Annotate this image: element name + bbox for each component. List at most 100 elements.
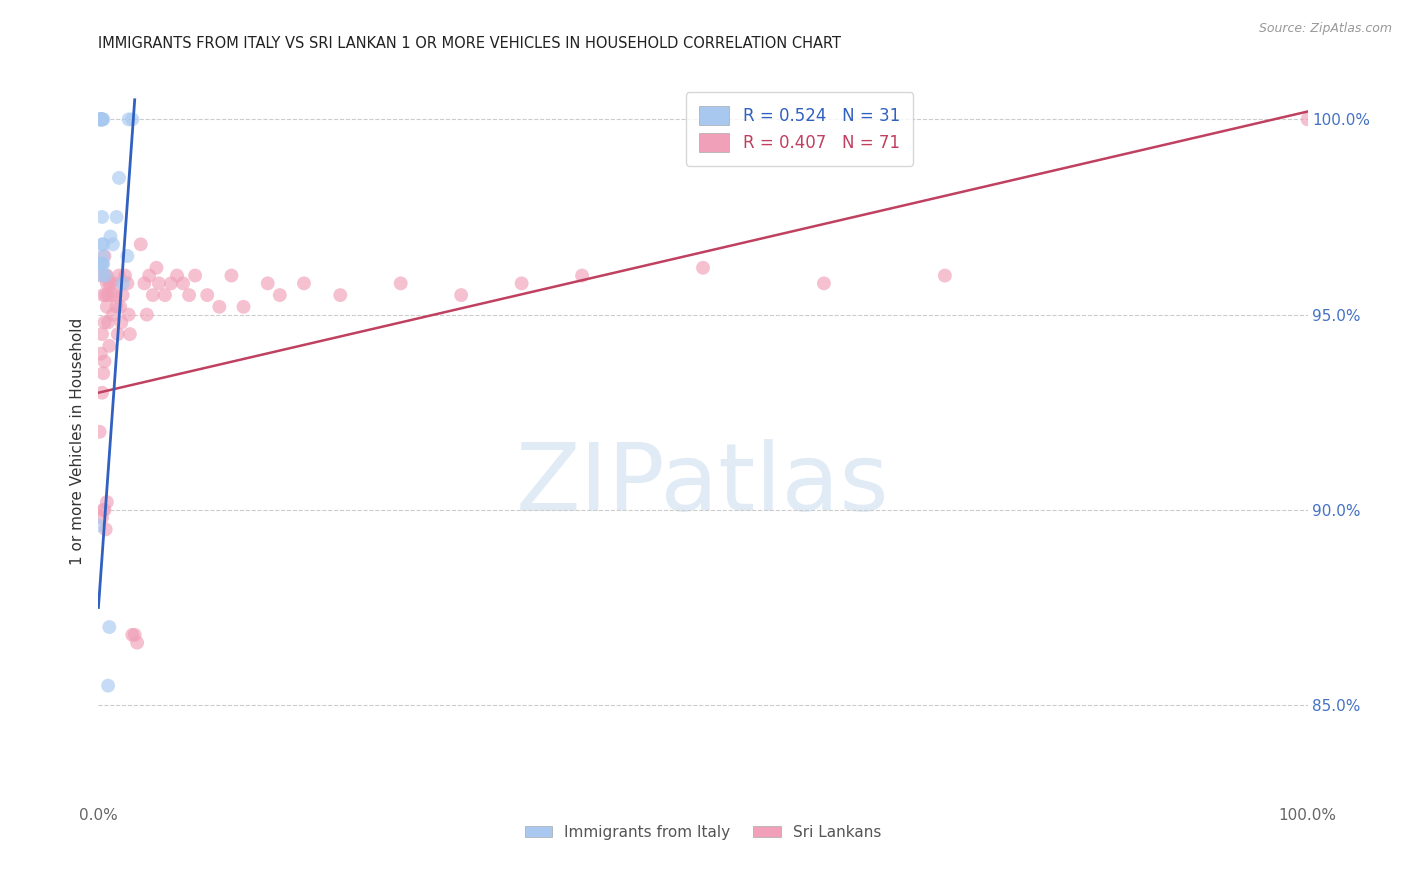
Point [1296, 112, 1319, 127]
Point [98, 339, 121, 353]
Point [94, 288, 117, 302]
Point [108, 170, 131, 185]
Point [91, 249, 114, 263]
Point [91, 257, 114, 271]
Point [692, 260, 714, 275]
Point [91, 366, 114, 380]
Point [117, 277, 139, 291]
Point [91, 237, 114, 252]
Point [90, 112, 112, 127]
Point [127, 635, 149, 649]
Point [90, 257, 112, 271]
Point [87, 518, 110, 533]
Point [510, 277, 533, 291]
Point [93, 249, 115, 263]
Point [108, 268, 131, 283]
Point [90, 268, 112, 283]
Text: ZIPatlas: ZIPatlas [516, 439, 890, 531]
Point [101, 237, 124, 252]
Point [450, 288, 472, 302]
Point [96, 277, 118, 291]
Point [114, 268, 136, 283]
Point [195, 288, 218, 302]
Legend: Immigrants from Italy, Sri Lankans: Immigrants from Italy, Sri Lankans [519, 819, 887, 846]
Point [98, 277, 121, 291]
Point [118, 112, 141, 127]
Point [94, 268, 117, 283]
Point [184, 268, 207, 283]
Point [111, 277, 134, 291]
Point [179, 288, 201, 302]
Point [93, 354, 115, 368]
Point [89, 112, 111, 127]
Point [101, 308, 124, 322]
Point [97, 315, 120, 329]
Point [108, 300, 131, 314]
Point [91, 257, 114, 271]
Point [121, 112, 143, 127]
Point [135, 308, 157, 322]
Point [96, 495, 118, 509]
Text: Source: ZipAtlas.com: Source: ZipAtlas.com [1258, 22, 1392, 36]
Point [934, 268, 956, 283]
Point [91, 112, 114, 127]
Point [96, 268, 118, 283]
Point [107, 327, 129, 342]
Point [93, 503, 115, 517]
Point [91, 210, 114, 224]
Point [93, 315, 115, 329]
Point [142, 288, 165, 302]
Point [172, 277, 194, 291]
Point [97, 288, 120, 302]
Point [389, 277, 412, 291]
Point [100, 277, 122, 291]
Point [160, 277, 183, 291]
Point [118, 308, 141, 322]
Point [91, 112, 114, 127]
Point [269, 288, 291, 302]
Point [208, 300, 231, 314]
Point [105, 210, 128, 224]
Point [105, 300, 128, 314]
Point [89, 112, 111, 127]
Point [91, 112, 114, 127]
Text: IMMIGRANTS FROM ITALY VS SRI LANKAN 1 OR MORE VEHICLES IN HOUSEHOLD CORRELATION : IMMIGRANTS FROM ITALY VS SRI LANKAN 1 OR… [98, 36, 841, 51]
Point [292, 277, 315, 291]
Point [94, 523, 117, 537]
Point [91, 288, 114, 302]
Point [91, 327, 114, 342]
Point [100, 229, 122, 244]
Point [96, 300, 118, 314]
Point [166, 268, 188, 283]
Point [100, 288, 122, 302]
Point [117, 249, 139, 263]
Y-axis label: 1 or more Vehicles in Household: 1 or more Vehicles in Household [69, 318, 84, 566]
Point [111, 288, 134, 302]
Point [110, 315, 132, 329]
Point [98, 620, 121, 634]
Point [145, 260, 167, 275]
Point [571, 268, 593, 283]
Point [91, 503, 114, 517]
Point [103, 288, 125, 302]
Point [91, 237, 114, 252]
Point [813, 277, 835, 291]
Point [124, 628, 146, 642]
Point [94, 268, 117, 283]
Point [97, 679, 120, 693]
Point [91, 112, 114, 127]
Point [91, 510, 114, 524]
Point [148, 277, 170, 291]
Point [90, 112, 112, 127]
Point [129, 237, 152, 252]
Point [91, 385, 114, 400]
Point [104, 277, 127, 291]
Point [118, 327, 141, 342]
Point [256, 277, 278, 291]
Point [221, 268, 243, 283]
Point [121, 628, 143, 642]
Point [134, 277, 156, 291]
Point [90, 112, 112, 127]
Point [153, 288, 176, 302]
Point [90, 346, 112, 360]
